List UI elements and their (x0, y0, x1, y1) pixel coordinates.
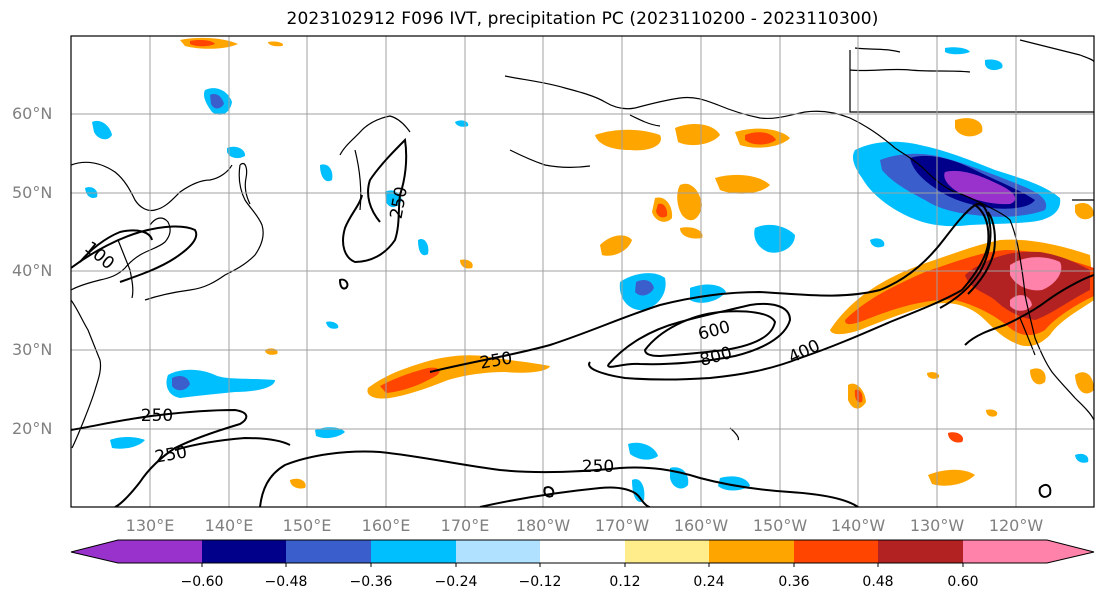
colorbar-tick-label: −0.60 (180, 574, 224, 590)
lon-label: 150°W (752, 516, 808, 535)
lon-label: 150°E (282, 516, 332, 535)
colorbar-tick-label: −0.12 (518, 574, 562, 590)
lon-label: 170°W (594, 516, 650, 535)
map-frame (70, 35, 1095, 508)
colorbar (70, 539, 1095, 567)
colorbar-tick-label: −0.24 (434, 574, 478, 590)
lat-label: 40°N (12, 261, 53, 280)
coastlines (71, 39, 1094, 449)
precip-negative-shading (85, 47, 1089, 502)
graticule (71, 36, 1094, 507)
figure-title: 2023102912 F096 IVT, precipitation PC (2… (286, 9, 879, 29)
lat-label: 20°N (12, 419, 53, 438)
lon-label: 170°E (440, 516, 490, 535)
colorbar-tick-label: 0.60 (947, 574, 979, 590)
colorbar-tick-label: 0.48 (862, 574, 894, 590)
lon-label: 160°W (673, 516, 729, 535)
colorbar-tick-label: −0.36 (349, 574, 393, 590)
lon-label: 120°W (988, 516, 1044, 535)
lon-label: 140°W (830, 516, 886, 535)
colorbar-extend-right (1047, 540, 1094, 563)
contour-label: 250 (141, 406, 173, 426)
colorbar-tick-label: 0.12 (609, 574, 641, 590)
lon-label: 180°W (515, 516, 571, 535)
lon-label: 130°W (909, 516, 965, 535)
colorbar-tick-label: 0.36 (778, 574, 810, 590)
lon-label: 140°E (204, 516, 254, 535)
lat-label: 30°N (12, 340, 53, 359)
lat-label: 50°N (12, 183, 53, 202)
ivt-contours (71, 137, 1094, 507)
map-content (71, 36, 1094, 507)
colorbar-tick-label: −0.48 (264, 574, 308, 590)
lat-label: 60°N (12, 104, 53, 123)
colorbar-tick-label: 0.24 (693, 574, 725, 590)
ivt-contour-labels: 250 100 250 250 600 800 400 250 250 (80, 185, 823, 477)
lon-label: 160°E (361, 516, 411, 535)
lon-label: 130°E (125, 516, 175, 535)
contour-label: 250 (582, 457, 614, 477)
colorbar-extend-left (71, 540, 118, 563)
